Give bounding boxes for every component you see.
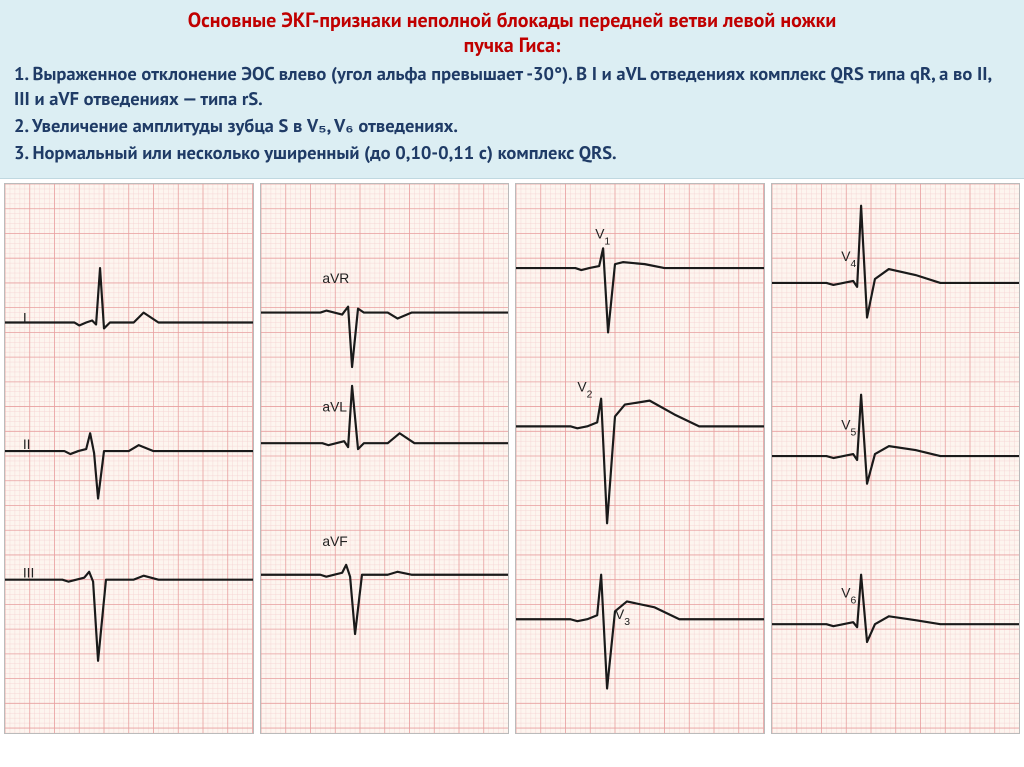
lead-label-iii: III [23, 565, 35, 581]
ecg-panel-chest1: V1V2V3 [515, 183, 765, 734]
lead-label-ii: II [23, 436, 31, 452]
lead-label-i: I [23, 309, 27, 325]
lead-label-avf: aVF [322, 533, 347, 549]
criterion-2: 2. Увеличение амплитуды зубца S в V₅, V₆… [14, 114, 1010, 139]
title-line-2: пучка Гиса: [464, 32, 561, 58]
criterion-3: 3. Нормальный или несколько уширенный (д… [14, 141, 1010, 166]
criteria-list: 1. Выраженное отклонение ЭОС влево (угол… [14, 62, 1010, 166]
ecg-panel-limb2: aVR aVL aVF [260, 183, 510, 734]
title-line-1: Основные ЭКГ-признаки неполной блокады п… [188, 7, 837, 33]
lead-label-v4: V4 [841, 248, 856, 269]
lead-label-avl: aVL [322, 398, 347, 414]
criterion-1: 1. Выраженное отклонение ЭОС влево (угол… [14, 62, 1010, 112]
page-title: Основные ЭКГ-признаки неполной блокады п… [14, 8, 1010, 58]
lead-label-avr: aVR [322, 270, 349, 286]
header-block: Основные ЭКГ-признаки неполной блокады п… [0, 0, 1024, 179]
ecg-panel-chest2: V4 V5 V6 [771, 183, 1021, 734]
lead-label-v5: V5 [841, 416, 856, 437]
ecg-area: IIIIIIaVRaVLaVFV1V2V3V4V5V6 [0, 179, 1024, 734]
ecg-panel-limb1: IIIIII [4, 183, 254, 734]
lead-label-v6: V6 [841, 584, 856, 605]
